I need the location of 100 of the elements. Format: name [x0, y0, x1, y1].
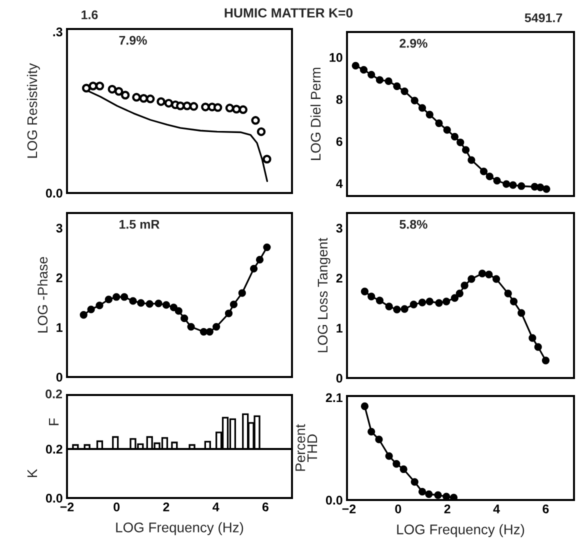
y-tick-label: 10 [330, 53, 342, 62]
point [256, 127, 266, 136]
point [385, 452, 393, 460]
point [393, 306, 401, 314]
point [224, 310, 233, 318]
point [542, 185, 550, 193]
y-tick-label: 2.1 [326, 393, 342, 402]
chart-title: HUMIC MATTER K=0 [224, 8, 353, 18]
x-tick-label: −2 [342, 504, 356, 514]
point [485, 270, 493, 278]
point [502, 180, 510, 188]
point [450, 294, 459, 302]
point [435, 119, 443, 128]
point [137, 299, 145, 307]
point [120, 293, 128, 301]
point [180, 314, 188, 322]
point [492, 275, 500, 283]
y-tick-label: 6 [336, 137, 342, 146]
point [468, 275, 476, 283]
x-tick-label: 4 [493, 504, 500, 514]
point [146, 300, 154, 308]
point [82, 84, 91, 93]
point [263, 243, 271, 252]
point [80, 311, 88, 319]
point [256, 256, 264, 264]
point [385, 302, 393, 310]
y-axis-title: LOG Resistivity [26, 63, 40, 158]
point [212, 322, 220, 331]
point [434, 491, 442, 499]
point [410, 300, 418, 308]
point [392, 460, 400, 468]
point [96, 302, 104, 310]
point [262, 154, 272, 164]
point [426, 298, 434, 306]
point [114, 87, 124, 96]
point [384, 77, 392, 86]
point [400, 465, 408, 474]
point [443, 126, 451, 134]
point [510, 298, 518, 306]
point [400, 305, 408, 313]
point [418, 298, 426, 306]
point [393, 82, 401, 90]
point [426, 110, 434, 118]
x-tick-label: 2 [163, 502, 170, 512]
annotation: 1.5 mR [120, 220, 160, 229]
point [164, 98, 174, 108]
point [87, 306, 95, 314]
point [418, 104, 426, 112]
annotation: 2.9% [400, 38, 428, 48]
point [108, 84, 117, 94]
point [112, 293, 120, 301]
y-tick-label: 2 [56, 273, 62, 282]
point [360, 288, 369, 296]
point [170, 304, 178, 312]
point [400, 87, 408, 96]
point [418, 488, 426, 496]
text: 5491.7 [524, 13, 562, 22]
y-axis-title: F [49, 418, 59, 426]
point [154, 300, 162, 308]
y-tick-label: 2 [336, 274, 342, 283]
point [442, 492, 450, 500]
point [88, 82, 98, 90]
x-tick-label: 0 [395, 504, 402, 514]
point [230, 300, 238, 308]
point [542, 356, 550, 364]
point [425, 490, 433, 498]
point [368, 70, 376, 78]
point [468, 156, 476, 164]
x-tick-label: 0 [114, 502, 120, 512]
point [238, 289, 246, 297]
y-axis-title: LOG Loss Tangent [318, 238, 330, 352]
point [518, 309, 526, 317]
point [450, 132, 459, 141]
point [410, 96, 418, 104]
y-tick-label: 0.0 [326, 496, 342, 505]
y-tick-label: .3 [53, 27, 62, 36]
x-tick-label: 6 [262, 502, 268, 512]
point [462, 146, 470, 154]
point [486, 172, 494, 180]
text: 1.6 [82, 10, 98, 20]
point [162, 301, 170, 309]
point [201, 102, 210, 112]
point [250, 264, 258, 272]
y-axis-title: LOG -Phase [37, 257, 48, 332]
point [225, 104, 234, 112]
annotation: 7.9% [119, 36, 147, 45]
point [129, 297, 137, 305]
point [450, 494, 458, 500]
x-tick-label: −2 [60, 502, 74, 512]
point [536, 184, 544, 192]
x-axis-title: LOG Frequency (Hz) [397, 524, 524, 538]
point [132, 92, 141, 102]
point [176, 102, 185, 110]
x-tick-label: 6 [542, 504, 549, 514]
point [478, 270, 486, 278]
point [238, 105, 248, 114]
y-axis-title: Percent THD [296, 424, 318, 471]
x-tick-label: 4 [212, 502, 220, 512]
point [104, 296, 112, 304]
annotation: 5.8% [400, 220, 428, 229]
